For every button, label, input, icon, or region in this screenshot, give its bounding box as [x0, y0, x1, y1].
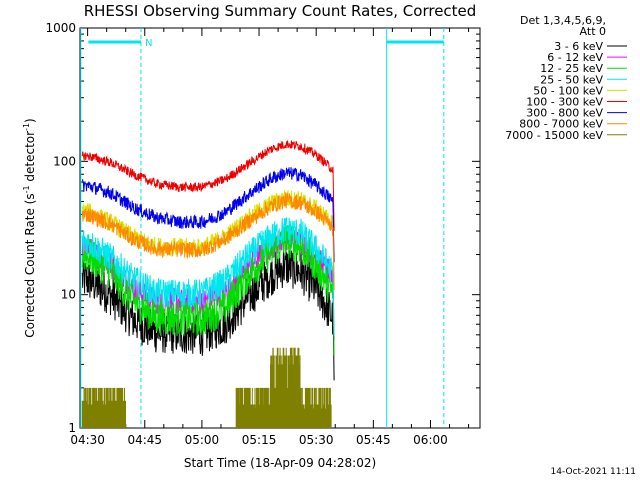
y-axis-label: Corrected Count Rate (s-1 detector-1) [22, 118, 37, 337]
legend-label: 7000 - 15000 keV [505, 129, 603, 142]
legend-label: 50 - 100 keV [533, 84, 603, 97]
y-tick-label: 10 [61, 288, 76, 302]
series-6-line [81, 167, 335, 263]
legend-label: 6 - 12 keV [547, 51, 603, 64]
legend-header: Det 1,3,4,5,6,9, [520, 14, 606, 27]
night-label: N [145, 38, 152, 49]
y-tick-label: 1000 [45, 21, 76, 35]
legend-label: 25 - 50 keV [540, 73, 603, 86]
x-tick-label: 05:00 [185, 433, 220, 447]
x-tick-label: 06:00 [413, 433, 448, 447]
chart-title: RHESSI Observing Summary Count Rates, Co… [84, 2, 477, 20]
series-2-line [81, 225, 335, 356]
x-tick-label: 04:30 [70, 433, 105, 447]
series-7-line [81, 192, 335, 290]
legend-header: Att 0 [580, 25, 606, 38]
legend-label: 300 - 800 keV [526, 107, 603, 120]
series-3-line [81, 217, 335, 337]
series-8-bars [270, 347, 302, 428]
timestamp: 14-Oct-2021 11:11 [551, 467, 636, 477]
legend-label: 800 - 7000 keV [519, 118, 603, 131]
legend-label: 100 - 300 keV [526, 96, 603, 109]
series-5-line [81, 140, 335, 231]
series-0-line [81, 247, 335, 381]
x-tick-label: 05:45 [356, 433, 391, 447]
y-tick-label: 1 [68, 421, 76, 435]
x-axis-label: Start Time (18-Apr-09 04:28:02) [184, 456, 376, 470]
legend-label: 12 - 25 keV [540, 62, 603, 75]
x-tick-label: 04:45 [127, 433, 162, 447]
y-tick-label: 100 [53, 154, 76, 168]
x-tick-label: 05:30 [299, 433, 334, 447]
series-8-bars [300, 387, 332, 428]
series-8-bars [235, 387, 275, 428]
x-tick-label: 05:15 [242, 433, 277, 447]
series-8-bars [81, 387, 126, 428]
series-layer [81, 140, 335, 428]
legend-label: 3 - 6 keV [554, 40, 603, 53]
night-saa-markers: N [80, 28, 445, 428]
